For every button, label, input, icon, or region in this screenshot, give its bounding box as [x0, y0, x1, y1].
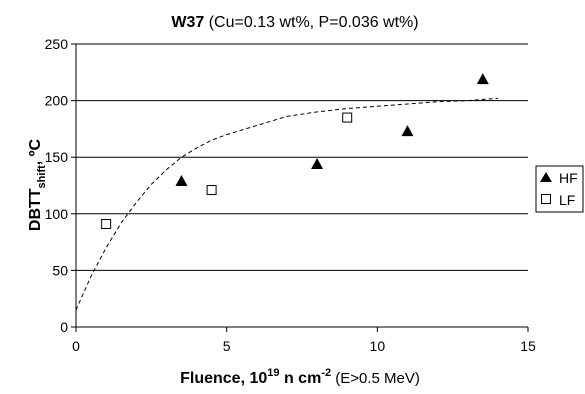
legend-marker-lf: [541, 194, 551, 204]
y-tick-label: 250: [45, 36, 69, 52]
y-tick-label: 200: [45, 93, 69, 109]
gridlines: [76, 43, 528, 271]
data-points: [101, 73, 489, 229]
trend-curve: [75, 97, 498, 311]
y-tick-label: 100: [45, 206, 69, 222]
y-tick-label: 50: [52, 262, 68, 278]
x-tick-label: 5: [223, 338, 231, 354]
x-tick-label: 10: [370, 338, 386, 354]
data-point-hf: [175, 174, 188, 186]
x-axis-title: Fluence, 1019 n cm-2 (E>0.5 MeV): [180, 367, 420, 387]
data-point-lf: [206, 185, 217, 196]
x-tick-label: 0: [72, 338, 80, 354]
legend: HF LF: [535, 165, 584, 213]
legend-marker-hf: [540, 172, 552, 182]
axes: [71, 43, 529, 332]
data-point-lf: [342, 112, 353, 123]
data-point-hf: [401, 125, 414, 137]
x-tick-label: 15: [520, 338, 536, 354]
y-tick-label: 150: [45, 149, 69, 165]
legend-label-hf: HF: [559, 170, 578, 186]
data-point-hf: [311, 157, 324, 169]
y-axis-title: DBTTshift, ºC: [27, 138, 48, 231]
legend-label-lf: LF: [559, 192, 575, 208]
chart-title: W37 (Cu=0.13 wt%, P=0.036 wt%): [171, 14, 418, 31]
tick-labels: 0 50 100 150 200 250 0 5 10 15: [45, 36, 536, 354]
legend-box: [535, 165, 584, 213]
y-tick-label: 0: [60, 319, 68, 335]
data-point-lf: [101, 218, 112, 229]
data-point-hf: [476, 73, 489, 85]
